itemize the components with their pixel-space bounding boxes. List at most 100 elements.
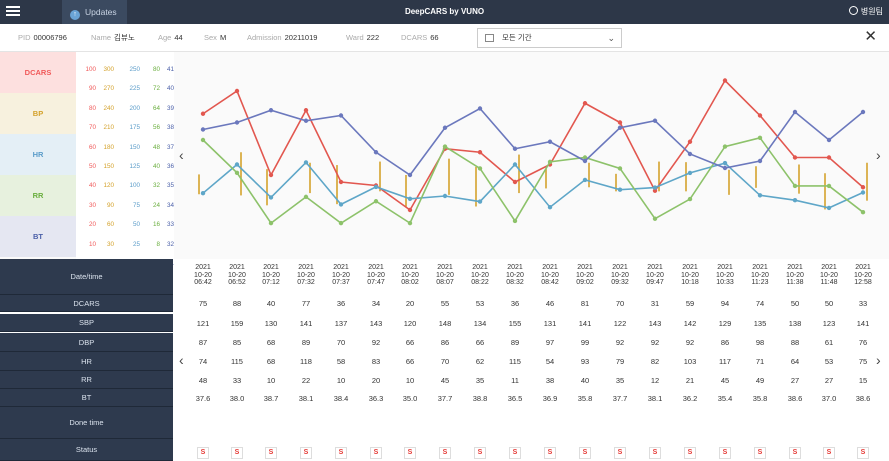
series-point-dcars[interactable]: [792, 155, 798, 160]
status-badge[interactable]: S: [509, 447, 521, 459]
series-point-dcars[interactable]: [407, 207, 413, 213]
series-point-hr[interactable]: [512, 162, 518, 167]
series-point-bt[interactable]: [407, 172, 413, 178]
series-point-dcars[interactable]: [582, 101, 588, 106]
series-point-bt[interactable]: [757, 158, 763, 164]
series-point-hr[interactable]: [373, 184, 379, 190]
series-point-bt[interactable]: [442, 125, 448, 130]
series-point-hr[interactable]: [582, 177, 588, 183]
series-point-rr[interactable]: [722, 144, 728, 149]
series-point-rr[interactable]: [373, 199, 379, 204]
series-point-bt[interactable]: [582, 158, 588, 164]
series-point-rr[interactable]: [234, 170, 240, 176]
series-point-rr[interactable]: [268, 220, 274, 226]
status-badge[interactable]: S: [265, 447, 277, 459]
status-badge[interactable]: S: [684, 447, 696, 459]
status-badge[interactable]: S: [823, 447, 835, 459]
series-point-rr[interactable]: [303, 194, 309, 200]
period-select[interactable]: 모든 기간 ⌄: [477, 28, 622, 48]
status-badge[interactable]: S: [754, 447, 766, 459]
series-point-rr[interactable]: [407, 220, 413, 226]
updates-tab[interactable]: ↑ Updates: [62, 0, 127, 24]
series-point-dcars[interactable]: [757, 113, 763, 118]
series-point-bt[interactable]: [547, 139, 553, 144]
series-point-hr[interactable]: [407, 196, 413, 201]
status-badge[interactable]: S: [335, 447, 347, 459]
series-point-bt[interactable]: [722, 165, 728, 171]
status-badge[interactable]: S: [439, 447, 451, 459]
series-point-bt[interactable]: [477, 106, 483, 111]
series-point-bt[interactable]: [512, 146, 518, 151]
series-point-bt[interactable]: [826, 137, 832, 143]
user-menu[interactable]: 병원팀: [848, 0, 883, 24]
series-point-bt[interactable]: [792, 109, 798, 115]
series-point-dcars[interactable]: [303, 108, 309, 113]
series-point-bt[interactable]: [860, 109, 866, 115]
series-point-hr[interactable]: [722, 160, 728, 166]
table-chevron-left-icon[interactable]: ‹: [179, 352, 184, 368]
series-point-hr[interactable]: [860, 190, 866, 195]
series-point-hr[interactable]: [547, 205, 553, 210]
series-point-bt[interactable]: [200, 127, 206, 132]
status-badge[interactable]: S: [404, 447, 416, 459]
series-point-hr[interactable]: [617, 187, 623, 192]
chevron-left-icon[interactable]: ‹: [179, 147, 184, 163]
series-point-bt[interactable]: [687, 151, 693, 157]
series-point-rr[interactable]: [200, 137, 206, 143]
series-point-dcars[interactable]: [268, 172, 274, 178]
series-point-hr[interactable]: [303, 160, 309, 165]
series-point-rr[interactable]: [757, 135, 763, 141]
series-point-rr[interactable]: [338, 220, 344, 226]
status-badge[interactable]: S: [300, 447, 312, 459]
series-point-dcars[interactable]: [200, 111, 206, 116]
series-point-bt[interactable]: [234, 120, 240, 125]
series-point-hr[interactable]: [338, 202, 344, 207]
series-point-rr[interactable]: [477, 166, 483, 171]
series-point-hr[interactable]: [826, 205, 832, 211]
series-point-dcars[interactable]: [652, 188, 658, 193]
status-badge[interactable]: S: [857, 447, 869, 459]
series-point-dcars[interactable]: [512, 179, 518, 185]
series-point-hr[interactable]: [234, 162, 240, 167]
status-badge[interactable]: S: [649, 447, 661, 459]
series-point-hr[interactable]: [477, 199, 483, 204]
series-point-dcars[interactable]: [687, 139, 693, 144]
series-point-dcars[interactable]: [338, 179, 344, 185]
series-point-hr[interactable]: [792, 198, 798, 203]
status-badge[interactable]: S: [197, 447, 209, 459]
series-point-rr[interactable]: [860, 209, 866, 215]
series-point-dcars[interactable]: [860, 185, 866, 190]
series-point-bt[interactable]: [268, 108, 274, 113]
menu-icon[interactable]: [6, 4, 20, 20]
series-point-hr[interactable]: [687, 170, 693, 176]
series-point-rr[interactable]: [792, 183, 798, 189]
series-point-dcars[interactable]: [617, 120, 623, 125]
series-point-bt[interactable]: [303, 118, 309, 123]
series-point-hr[interactable]: [442, 193, 448, 199]
series-point-dcars[interactable]: [826, 155, 832, 160]
status-badge[interactable]: S: [474, 447, 486, 459]
series-point-hr[interactable]: [268, 195, 274, 200]
series-point-hr[interactable]: [652, 185, 658, 190]
series-point-dcars[interactable]: [234, 88, 240, 94]
status-badge[interactable]: S: [614, 447, 626, 459]
status-badge[interactable]: S: [579, 447, 591, 459]
series-point-dcars[interactable]: [722, 78, 728, 83]
status-badge[interactable]: S: [544, 447, 556, 459]
series-point-dcars[interactable]: [477, 150, 483, 155]
status-badge[interactable]: S: [231, 447, 243, 459]
status-badge[interactable]: S: [719, 447, 731, 459]
series-point-hr[interactable]: [200, 191, 206, 196]
status-badge[interactable]: S: [370, 447, 382, 459]
chevron-right-icon[interactable]: ›: [876, 147, 881, 163]
close-icon[interactable]: ✕: [864, 28, 877, 45]
series-point-bt[interactable]: [652, 118, 658, 123]
status-badge[interactable]: S: [789, 447, 801, 459]
series-point-rr[interactable]: [582, 155, 588, 160]
series-point-rr[interactable]: [687, 196, 693, 202]
series-point-rr[interactable]: [617, 166, 623, 171]
series-point-rr[interactable]: [512, 218, 518, 224]
series-point-rr[interactable]: [652, 216, 658, 221]
series-point-rr[interactable]: [826, 183, 832, 189]
table-chevron-right-icon[interactable]: ›: [876, 352, 881, 368]
